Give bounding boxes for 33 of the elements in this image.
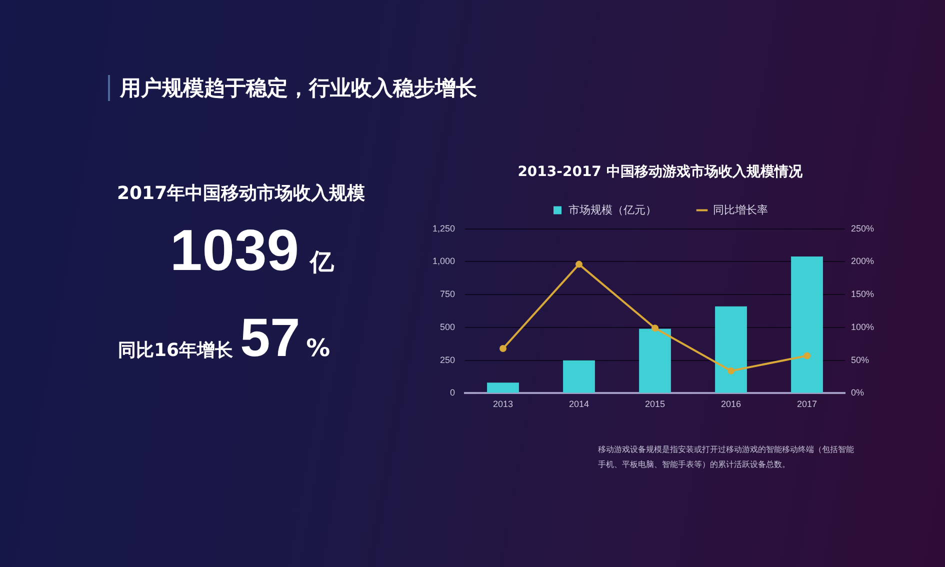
y-tick-label: 1,000 bbox=[432, 256, 455, 266]
bar bbox=[639, 328, 671, 393]
x-tick-label: 2013 bbox=[492, 399, 514, 410]
bar bbox=[487, 382, 519, 393]
y2-tick-label: 150% bbox=[851, 289, 874, 300]
y2-tick-label: 0% bbox=[851, 388, 864, 398]
y2-tick-label: 50% bbox=[851, 354, 870, 365]
y-tick-label: 1,250 bbox=[432, 223, 455, 234]
point bbox=[728, 367, 734, 374]
bar bbox=[715, 306, 747, 393]
bar bbox=[791, 256, 823, 393]
text: 用户规模趋于稳定，行业收入稳步增长 bbox=[120, 75, 477, 101]
chart-title: 2013-2017 中国移动游戏市场收入规模情况 bbox=[518, 163, 804, 180]
point bbox=[500, 344, 506, 352]
bar bbox=[563, 360, 595, 393]
y-tick-label: 0 bbox=[450, 388, 455, 398]
legend-label: 市场规模（亿元） bbox=[568, 203, 656, 216]
point bbox=[652, 324, 658, 332]
x-tick-label: 2016 bbox=[720, 399, 742, 410]
y2-tick-label: 100% bbox=[851, 322, 874, 332]
y-tick-label: 250 bbox=[440, 354, 455, 365]
x-tick-label: 2014 bbox=[568, 399, 590, 410]
point bbox=[804, 352, 810, 360]
x-tick-label: 2017 bbox=[796, 399, 818, 410]
legend-label: 同比增长率 bbox=[713, 203, 768, 216]
text: 2017年中国移动市场收入规模 bbox=[117, 183, 366, 205]
x-tick-label: 2015 bbox=[644, 399, 666, 410]
y2-tick-label: 250% bbox=[851, 223, 874, 234]
y-tick-label: 500 bbox=[440, 322, 455, 332]
point bbox=[576, 260, 582, 268]
text: 移动游戏设备规模是指安装或打开过移动游戏的智能移动终端（包括智能手机、平板电脑、智能手表等）的累计活跃设备总数。 bbox=[598, 444, 855, 471]
y2-tick-label: 200% bbox=[851, 256, 874, 266]
y-tick-label: 750 bbox=[440, 289, 455, 300]
